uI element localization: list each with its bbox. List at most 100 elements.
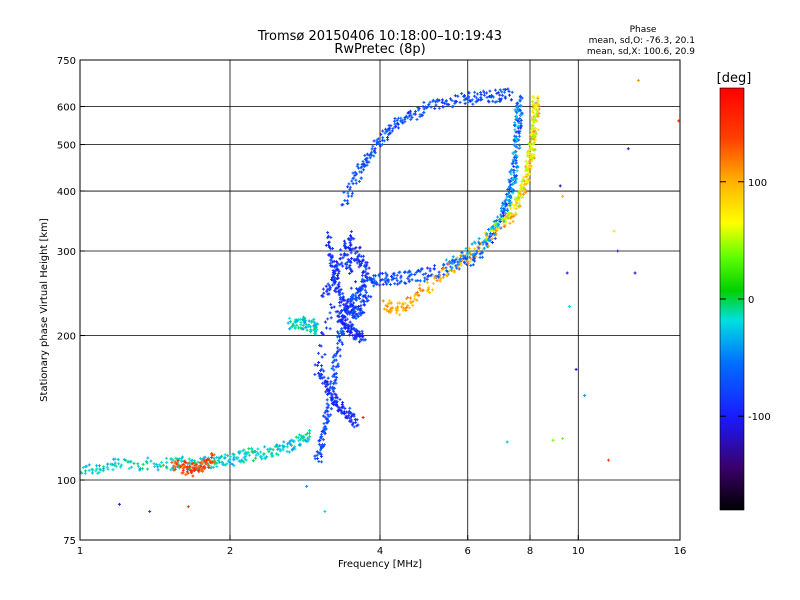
echo-point [368, 156, 372, 160]
echo-point [449, 97, 453, 101]
echo-point [526, 177, 530, 181]
echo-point [400, 305, 404, 309]
echo-point [335, 403, 339, 407]
echo-point [366, 276, 370, 280]
echo-point [532, 120, 536, 124]
echo-point [228, 455, 232, 459]
echo-point [359, 262, 363, 266]
echo-point [348, 304, 352, 308]
echo-point [343, 406, 347, 410]
echo-point [455, 266, 459, 270]
echo-point [334, 393, 338, 397]
echo-point [414, 270, 418, 274]
echo-point [401, 308, 405, 312]
echo-point [500, 204, 504, 208]
echo-point [358, 245, 362, 249]
echo-point [372, 284, 376, 288]
echo-point [514, 135, 518, 139]
echo-point [313, 322, 317, 326]
echo-point [223, 456, 227, 460]
echo-point [425, 280, 429, 284]
echo-point [439, 276, 443, 280]
echo-point [385, 304, 389, 308]
echo-point [345, 410, 349, 414]
echo-point [462, 257, 466, 261]
echo-point [480, 255, 484, 259]
echo-point [406, 271, 410, 275]
echo-point [357, 179, 361, 183]
echo-point [321, 438, 325, 442]
echo-point [322, 422, 326, 426]
echo-point [337, 263, 341, 267]
echo-point [359, 304, 363, 308]
echo-point [333, 282, 337, 286]
echo-point [422, 279, 426, 283]
echo-point [506, 198, 510, 202]
echo-point [326, 376, 330, 380]
echo-point [325, 406, 329, 410]
echo-point [409, 118, 413, 122]
echo-point [329, 235, 333, 239]
echo-point [403, 117, 407, 121]
echo-point [442, 101, 446, 105]
echo-point [432, 267, 436, 271]
echo-point [514, 114, 518, 118]
outlier-point [361, 415, 365, 419]
echo-point [171, 458, 175, 462]
echo-point [263, 456, 267, 460]
echo-point [491, 237, 495, 241]
echo-point [447, 103, 451, 107]
echo-point [398, 301, 402, 305]
echo-point [367, 266, 371, 270]
echo-point [477, 237, 481, 241]
echo-point [466, 262, 470, 266]
echo-point [355, 287, 359, 291]
echo-point [471, 263, 475, 267]
echo-point [312, 320, 316, 324]
echo-point [535, 102, 539, 106]
echo-point [294, 320, 298, 324]
echo-point [528, 165, 532, 169]
echo-point [390, 306, 394, 310]
echo-point [511, 151, 515, 155]
echo-point [488, 89, 492, 93]
echo-point [331, 374, 335, 378]
echo-point [320, 376, 324, 380]
echo-point [215, 465, 219, 469]
echo-point [342, 252, 346, 256]
echo-point [329, 380, 333, 384]
echo-point [408, 270, 412, 274]
echo-point [521, 192, 525, 196]
echo-point [332, 373, 336, 377]
echo-point [338, 304, 342, 308]
echo-point [360, 284, 364, 288]
echo-point [316, 351, 320, 355]
echo-point [433, 107, 437, 111]
echo-point [325, 326, 329, 330]
echo-point [170, 460, 174, 464]
echo-point [453, 94, 457, 98]
echo-point [335, 265, 339, 269]
echo-point [361, 254, 365, 258]
echo-point [339, 288, 343, 292]
echo-point [475, 251, 479, 255]
echo-point [477, 242, 481, 246]
echo-point [527, 148, 531, 152]
echo-point [312, 317, 316, 321]
echo-point [450, 98, 454, 102]
echo-point [337, 315, 341, 319]
echo-point [259, 450, 263, 454]
echo-point [488, 234, 492, 238]
echo-point [351, 171, 355, 175]
echo-point [198, 457, 202, 461]
echo-point [299, 326, 303, 330]
echo-point [292, 446, 296, 450]
echo-point [511, 191, 515, 195]
stats-x-line: mean, sd,X: 100.6, 20.9 [587, 47, 695, 57]
echo-point [463, 255, 467, 259]
echo-point [184, 473, 188, 477]
echo-point [431, 273, 435, 277]
echo-point [253, 449, 257, 453]
echo-point [477, 240, 481, 244]
echo-point [526, 179, 530, 183]
